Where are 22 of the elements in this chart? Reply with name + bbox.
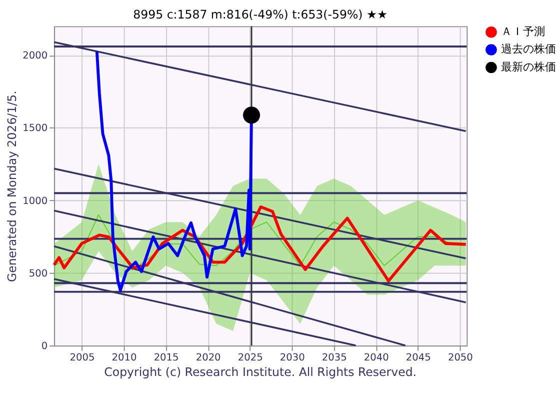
x-tick-label: 2050 xyxy=(448,352,473,364)
y-tick-label: 500 xyxy=(28,268,48,280)
x-tick-label: 2045 xyxy=(406,352,431,364)
x-tick-label: 2030 xyxy=(280,352,305,364)
text: Copyright (c) Research Institute. All Rights Reserved. xyxy=(104,364,417,379)
legend-label: 最新の株価 xyxy=(501,60,556,74)
x-tick-label: 2010 xyxy=(112,352,137,364)
y-tick-label: 2000 xyxy=(22,50,48,62)
line-series xyxy=(52,205,468,282)
x-tick-label: 2035 xyxy=(322,352,347,364)
y-tick-label: 1000 xyxy=(22,196,48,207)
y-axis-title: Generated on Monday 2026/1/5. xyxy=(4,90,19,282)
y-tick-label: 1500 xyxy=(22,123,48,134)
x-tick-label: 2040 xyxy=(364,352,389,364)
legend-label: ＡＩ予測 xyxy=(501,25,546,38)
legend-label: 過去の株価 xyxy=(501,42,556,56)
y-tick-label: 0 xyxy=(41,340,48,352)
x-tick-label: 2020 xyxy=(196,352,221,364)
chart-title: 8995 c:1587 m:816(-49%) t:653(-59%) ★★ xyxy=(133,8,388,22)
x-tick-label: 2025 xyxy=(238,352,263,364)
x-tick-label: 2005 xyxy=(70,352,95,364)
x-tick-label: 2015 xyxy=(154,352,179,364)
